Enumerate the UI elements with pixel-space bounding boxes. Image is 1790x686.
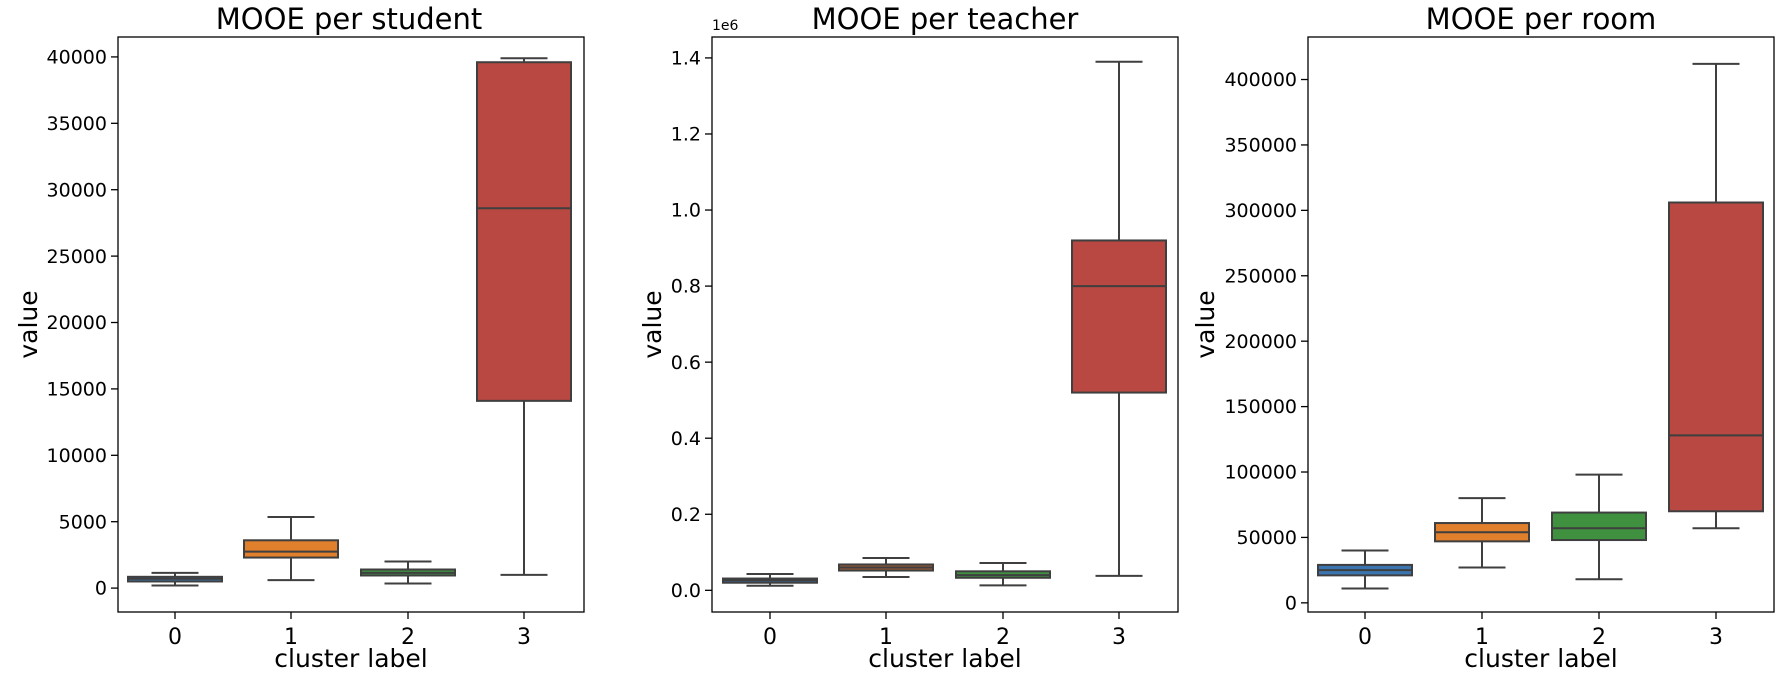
x-tick-label: 2 (1592, 625, 1606, 650)
chart-title: MOOE per teacher (812, 2, 1079, 36)
x-tick-label: 1 (879, 625, 893, 650)
y-tick-label: 35000 (47, 113, 107, 135)
box-cluster-0 (722, 572, 818, 587)
axis-offset-label: 1e6 (712, 18, 739, 34)
box-cluster-3 (476, 57, 572, 576)
y-tick-label: 0.8 (671, 276, 701, 298)
plot-frame (1307, 36, 1775, 613)
x-tick-label: 3 (1709, 625, 1723, 650)
x-tick-label: 3 (1112, 625, 1126, 650)
x-axis-label: cluster label (274, 644, 427, 673)
box-cluster-3 (1668, 62, 1764, 530)
x-tick-label: 0 (763, 625, 777, 650)
y-tick-label: 0.6 (671, 352, 701, 374)
y-tick-label: 25000 (47, 246, 107, 268)
y-tick-label: 5000 (59, 511, 107, 533)
box-cluster-2 (955, 561, 1051, 587)
y-tick-label: 300000 (1224, 200, 1297, 222)
y-tick-label: 15000 (47, 379, 107, 401)
y-tick-label: 0.2 (671, 504, 701, 526)
x-tick-label: 0 (1358, 625, 1372, 650)
y-tick-label: 250000 (1224, 265, 1297, 287)
y-tick-label: 0.0 (671, 580, 701, 602)
chart-title: MOOE per room (1426, 2, 1657, 36)
y-tick-label: 30000 (47, 179, 107, 201)
plot-frame (117, 36, 585, 613)
iqr-box (243, 539, 339, 559)
y-tick-label: 350000 (1224, 135, 1297, 157)
box-cluster-3 (1071, 60, 1167, 577)
box-cluster-0 (1317, 549, 1413, 590)
y-axis-label: value (638, 290, 667, 358)
y-tick-label: 1.2 (671, 124, 701, 146)
box-cluster-1 (838, 556, 934, 579)
x-tick-label: 0 (168, 625, 182, 650)
iqr-box (1668, 201, 1764, 513)
y-tick-label: 0.4 (671, 428, 701, 450)
iqr-box (1551, 511, 1647, 542)
iqr-box (1071, 239, 1167, 394)
chart-title: MOOE per student (216, 2, 482, 36)
x-tick-label: 1 (284, 625, 298, 650)
x-axis-label: cluster label (868, 644, 1021, 673)
y-axis-label: value (1191, 290, 1220, 358)
y-tick-label: 100000 (1224, 462, 1297, 484)
box-cluster-1 (1434, 497, 1530, 569)
x-tick-label: 2 (401, 625, 415, 650)
y-tick-label: 150000 (1224, 396, 1297, 418)
y-tick-label: 0 (95, 578, 107, 600)
y-tick-label: 50000 (1237, 527, 1297, 549)
chart-panel-teacher: MOOE per teacher value cluster label 1e6 0.0… (638, 2, 1179, 673)
box-cluster-1 (243, 516, 339, 582)
x-tick-label: 3 (517, 625, 531, 650)
y-tick-label: 0 (1285, 592, 1297, 614)
box-cluster-2 (360, 560, 456, 585)
chart-panel-room: MOOE per room value cluster label 0 50000 100… (1191, 2, 1775, 673)
y-axis-label: value (14, 290, 43, 358)
box-cluster-0 (127, 571, 223, 587)
plot-frame (711, 36, 1179, 613)
y-tick-label: 1.4 (671, 48, 701, 70)
x-axis-label: cluster label (1464, 644, 1617, 673)
chart-panel-student: MOOE per student value cluster label 0 5000 1… (14, 2, 585, 673)
y-tick-label: 40000 (47, 47, 107, 69)
y-tick-label: 10000 (47, 445, 107, 467)
y-tick-label: 20000 (47, 312, 107, 334)
iqr-box (476, 61, 572, 402)
y-tick-label: 400000 (1224, 69, 1297, 91)
x-tick-label: 1 (1475, 625, 1489, 650)
y-tick-label: 200000 (1224, 331, 1297, 353)
x-tick-label: 2 (996, 625, 1010, 650)
box-cluster-2 (1551, 473, 1647, 581)
y-tick-label: 1.0 (671, 200, 701, 222)
